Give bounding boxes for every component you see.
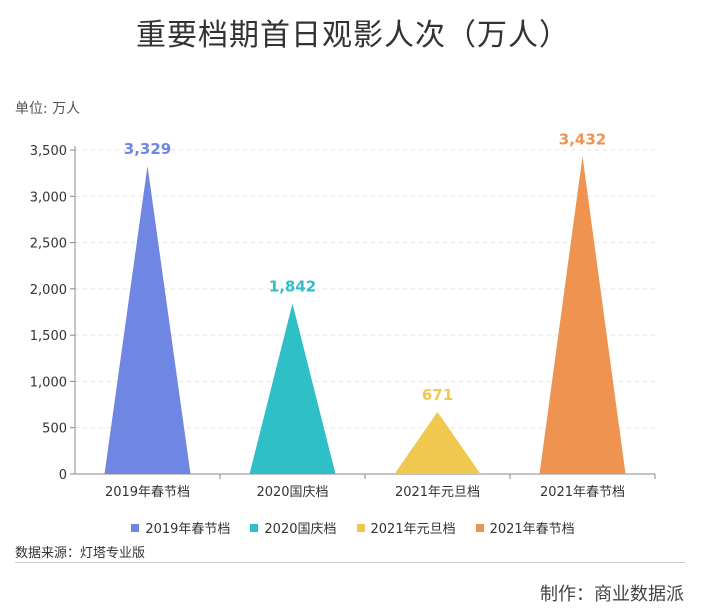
data-label: 1,842 xyxy=(269,277,316,295)
x-tick-label: 2019年春节档 xyxy=(105,485,190,500)
legend-label: 2019年春节档 xyxy=(145,522,231,537)
legend-item: 2020国庆档 xyxy=(250,518,337,537)
x-tick-label: 2020国庆档 xyxy=(256,485,328,500)
legend-label: 2020国庆档 xyxy=(264,522,337,537)
data-label: 671 xyxy=(422,386,453,404)
y-tick-label: 2,500 xyxy=(30,237,67,252)
data-label: 3,329 xyxy=(124,140,171,158)
x-tick-label: 2021年元旦档 xyxy=(395,485,480,500)
legend-label: 2021年春节档 xyxy=(489,522,575,537)
legend-item: 2021年元旦档 xyxy=(356,518,456,537)
chart-title: 重要档期首日观影人次（万人） xyxy=(136,18,570,53)
legend-swatch xyxy=(250,523,259,532)
legend-item: 2021年春节档 xyxy=(475,518,575,537)
bar-triangle xyxy=(394,411,481,474)
x-tick-label: 2021年春节档 xyxy=(540,485,625,500)
bar-triangle xyxy=(249,303,336,474)
y-tick-label: 3,500 xyxy=(30,144,67,159)
bar-triangle xyxy=(104,165,191,474)
divider xyxy=(15,562,685,563)
y-tick-label: 2,000 xyxy=(30,283,67,298)
y-tick-label: 0 xyxy=(59,468,67,483)
y-tick-label: 1,000 xyxy=(30,375,67,390)
legend-swatch xyxy=(131,523,140,532)
data-label: 3,432 xyxy=(559,130,606,148)
y-tick-label: 1,500 xyxy=(30,329,67,344)
bar-triangle xyxy=(539,156,626,474)
data-source: 数据来源：灯塔专业版 xyxy=(15,546,146,561)
legend: 2019年春节档 2020国庆档 2021年元旦档 2021年春节档 xyxy=(0,518,706,537)
credit: 制作：商业数据派 xyxy=(540,584,684,605)
unit-label: 单位: 万人 xyxy=(15,101,81,117)
legend-swatch xyxy=(475,523,484,532)
y-tick-label: 500 xyxy=(42,422,67,437)
legend-label: 2021年元旦档 xyxy=(370,522,456,537)
legend-swatch xyxy=(356,523,365,532)
legend-item: 2019年春节档 xyxy=(131,518,230,537)
y-tick-label: 3,000 xyxy=(30,190,67,205)
